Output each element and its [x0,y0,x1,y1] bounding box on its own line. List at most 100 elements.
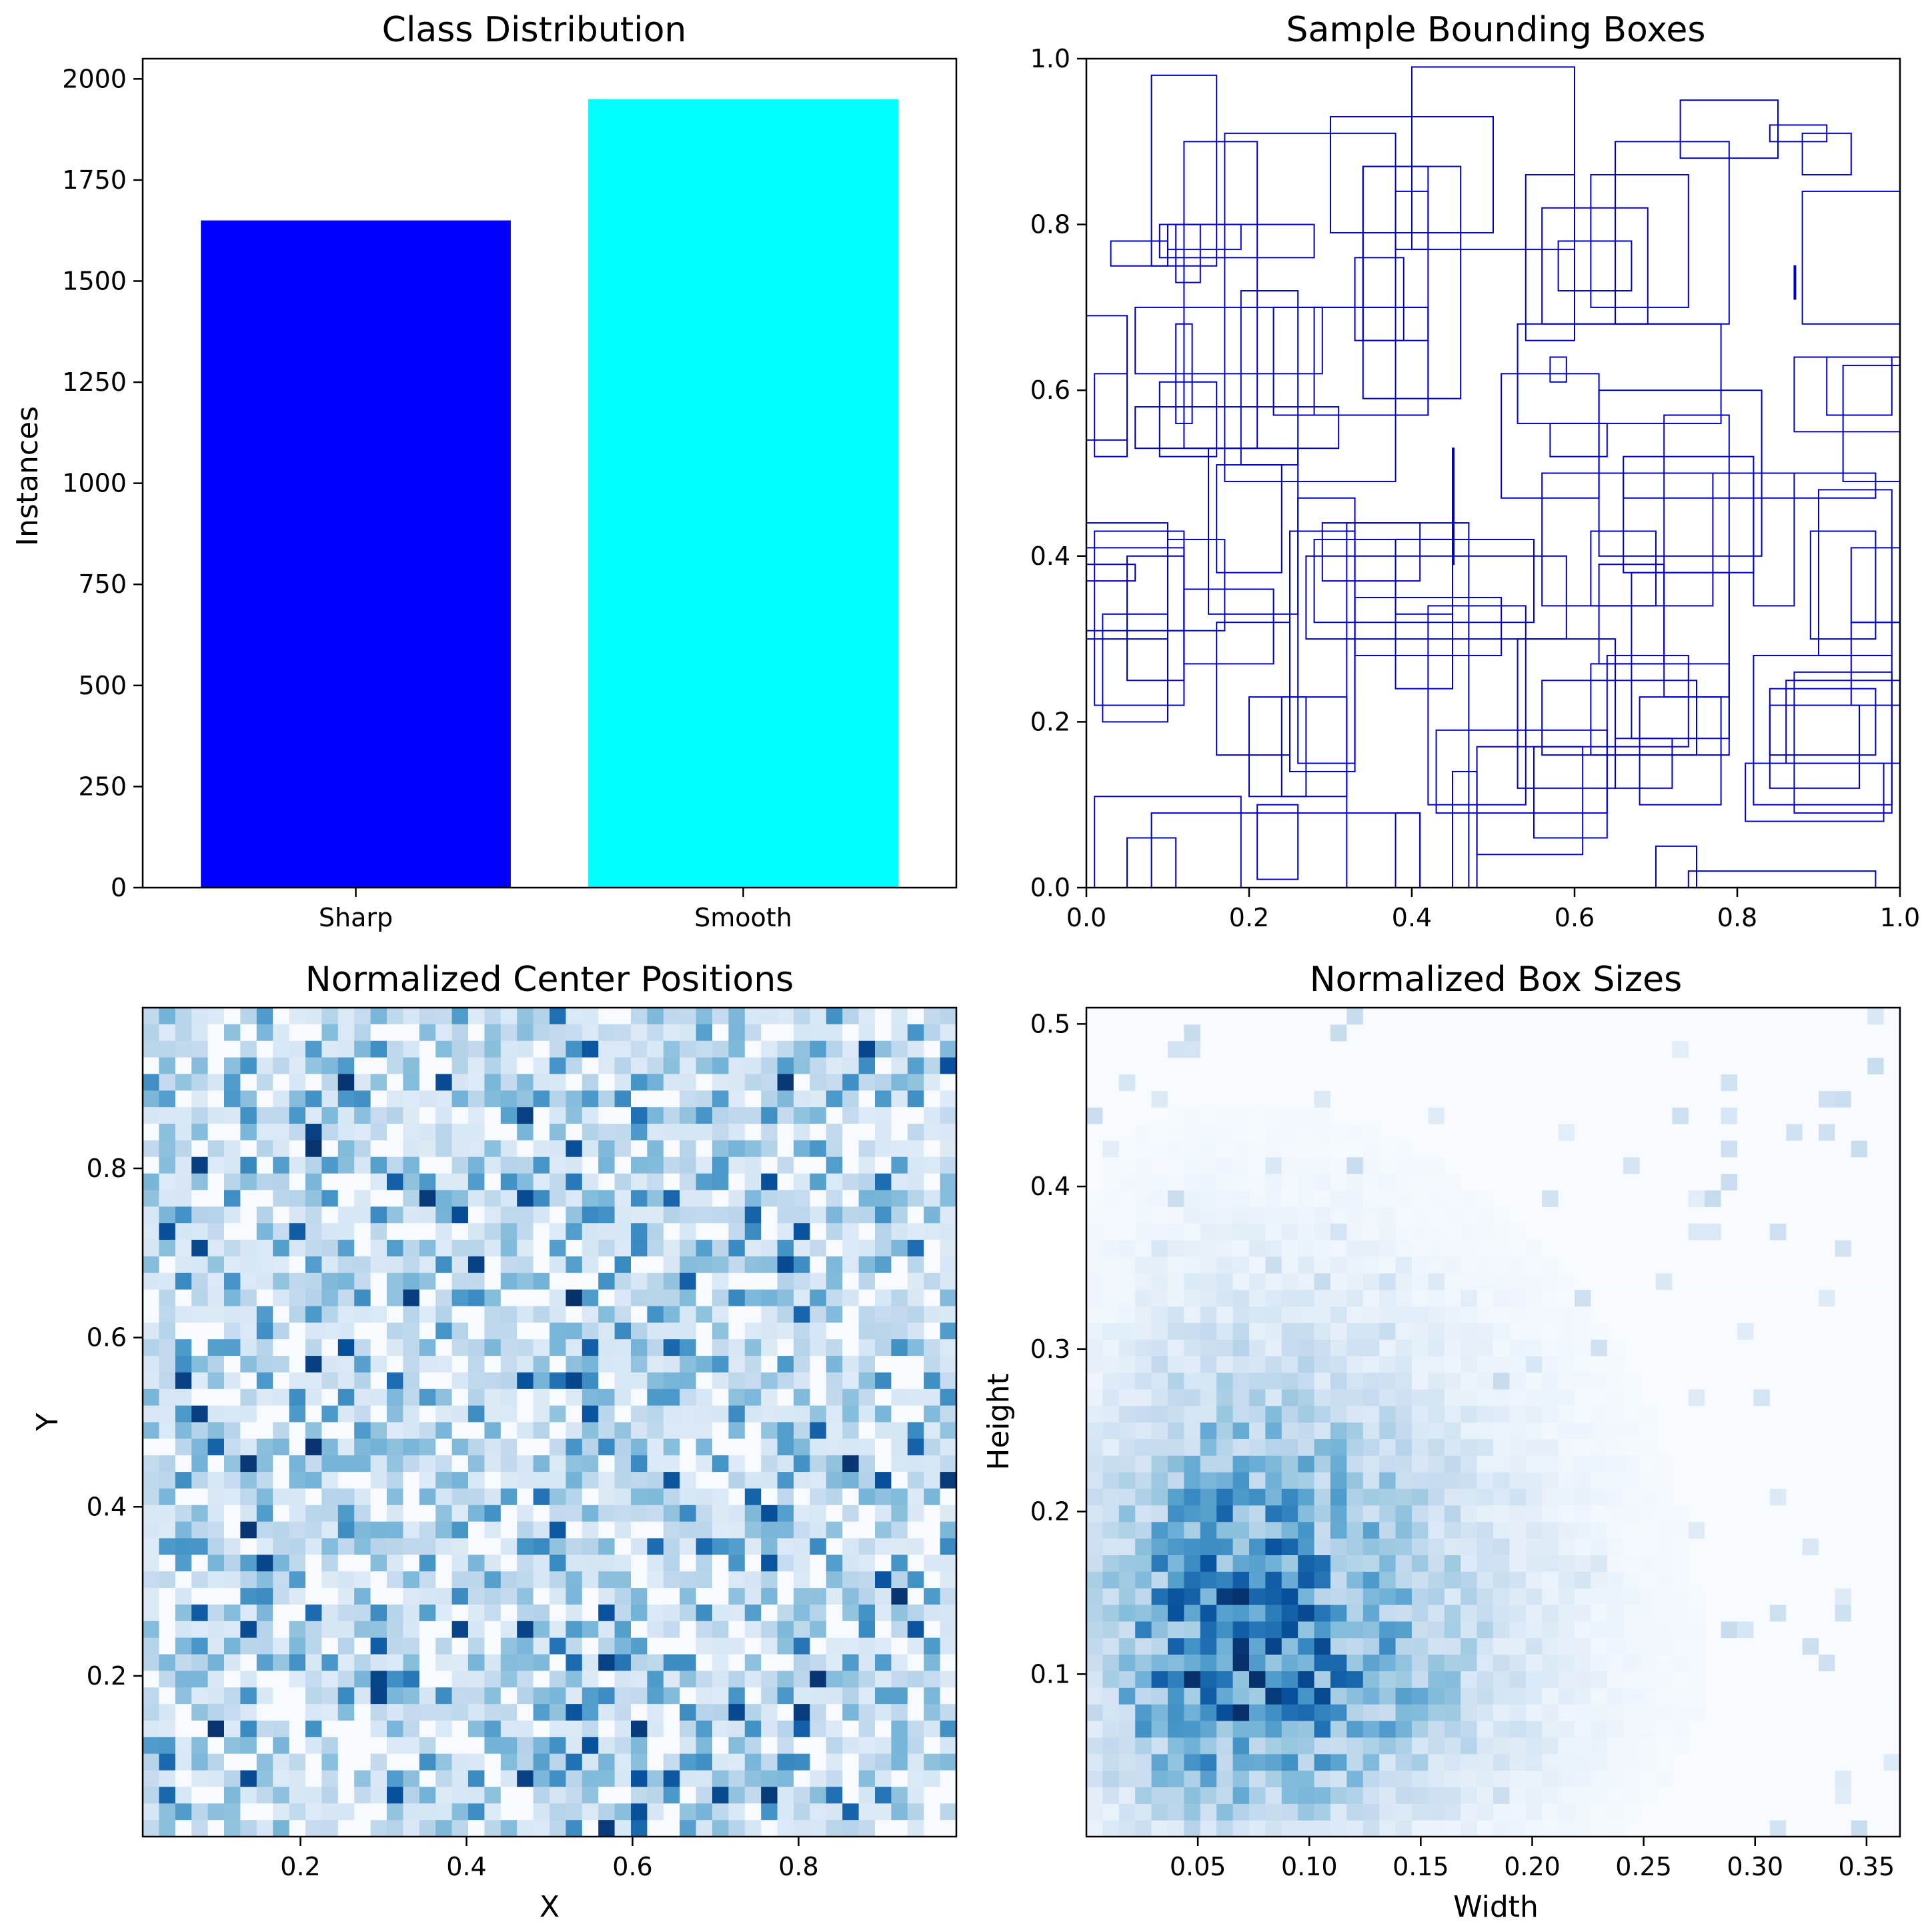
heatmap-cell [550,1272,566,1290]
heatmap-cell [143,1505,159,1523]
heatmap-cell [256,1008,273,1025]
heatmap-cell [387,1040,403,1058]
heatmap-cell [387,1422,403,1439]
bounding-box [1394,538,1454,690]
heatmap-cell [1362,1671,1380,1688]
heatmap-cell [598,1173,616,1191]
heatmap-cell [1737,1306,1754,1323]
heatmap-cell [728,1571,746,1589]
heatmap-cell [1281,1770,1298,1788]
heatmap-cell [1623,1339,1641,1356]
heatmap-cell [777,1156,794,1174]
heatmap-cell [1265,1272,1282,1290]
heatmap-cell [1086,1521,1103,1539]
heatmap-cell [1688,1472,1705,1489]
heatmap-cell [517,1289,534,1307]
heatmap-cell [891,1588,908,1605]
heatmap-cell [305,1289,322,1307]
heatmap-cell [1786,1555,1803,1572]
heatmap-cell [305,1057,322,1075]
heatmap-cell [387,1322,403,1340]
heatmap-cell [680,1472,697,1489]
heatmap-cell [777,1538,794,1555]
heatmap-cell [354,1770,371,1788]
heatmap-cell [1184,1654,1201,1671]
heatmap-cell [224,1455,241,1473]
heatmap-cell [696,1024,713,1042]
heatmap-cell [1135,1388,1152,1406]
heatmap-cell [1265,1289,1282,1307]
heatmap-cell [1721,1223,1738,1240]
heatmap-cell [387,1372,403,1390]
heatmap-cell [891,1671,908,1688]
heatmap-cell [1509,1604,1527,1622]
heatmap-cell [500,1190,518,1207]
heatmap-cell [794,1422,810,1439]
heatmap-cell [354,1588,371,1605]
heatmap-cell [1135,1124,1152,1141]
heatmap-cell [370,1388,387,1406]
heatmap-cell [891,1090,908,1108]
heatmap-cell [728,1190,746,1207]
heatmap-cell [451,1687,469,1705]
heatmap-cell [240,1422,257,1439]
heatmap-cell [1525,1505,1543,1523]
heatmap-cell [1802,1687,1819,1705]
heatmap-cell [1086,1555,1103,1572]
heatmap-cell [517,1505,534,1523]
heatmap-cell [550,1040,566,1058]
heatmap-cell [1184,1521,1201,1539]
heatmap-cell [1672,1820,1689,1837]
heatmap-cell [500,1720,518,1738]
heatmap-cell [1786,1720,1803,1738]
heatmap-cell [500,1124,518,1141]
heatmap-cell [1281,1339,1298,1356]
heatmap-cell [696,1604,713,1622]
heatmap-cell [744,1737,762,1755]
heatmap-cell [810,1687,827,1705]
heatmap-cell [1607,1753,1624,1771]
heatmap-cell [1786,1455,1803,1473]
heatmap-cell [1477,1057,1494,1075]
heatmap-cell [1607,1820,1624,1837]
heatmap-cell [435,1356,453,1373]
heatmap-cell [143,1190,159,1207]
heatmap-cell [1493,1488,1510,1506]
heatmap-cell [1200,1090,1217,1108]
heatmap-cell [1395,1388,1412,1406]
heatmap-cell [289,1156,306,1174]
heatmap-cell [419,1472,436,1489]
heatmap-cell [1135,1753,1152,1771]
heatmap-cell [451,1555,469,1572]
heatmap-cell [435,1422,453,1439]
heatmap-cell [1819,1637,1835,1655]
heatmap-cell [1184,1040,1201,1058]
heatmap-cell [1428,1074,1445,1091]
bounding-box [1793,671,1893,814]
heatmap-cell [143,1140,159,1158]
heatmap-cell [940,1306,957,1323]
heatmap-cell [598,1024,616,1042]
heatmap-cell [1135,1074,1152,1091]
heatmap-cell [1705,1637,1722,1655]
heatmap-cell [191,1339,209,1356]
heatmap-cell [1249,1687,1266,1705]
heatmap-cell [533,1124,550,1141]
heatmap-cell [1362,1637,1380,1655]
heatmap-cell [1362,1306,1380,1323]
heatmap-cell [1542,1090,1559,1108]
heatmap-cell [419,1306,436,1323]
heatmap-cell [1672,1422,1689,1439]
heatmap-cell [387,1720,403,1738]
heatmap-cell [761,1405,778,1423]
heatmap-cell [1753,1521,1771,1539]
heatmap-cell [1769,1588,1787,1605]
heatmap-cell [321,1472,339,1489]
heatmap-cell [1216,1090,1234,1108]
heatmap-cell [1428,1604,1445,1622]
heatmap-cell [1330,1521,1347,1539]
bar-y-tick-label: 2000 [62,64,127,93]
heatmap-cell [289,1272,306,1290]
heatmap-cell [403,1737,420,1755]
heatmap-cell [403,1637,420,1655]
